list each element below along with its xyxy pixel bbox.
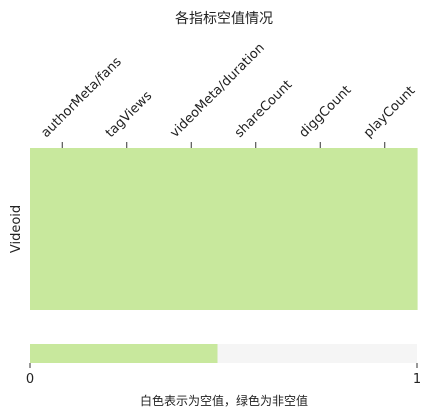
column-label: tagViews <box>103 88 155 140</box>
heatmap-cell <box>288 148 354 310</box>
heatmap-cell <box>30 148 96 310</box>
column-ticks <box>61 142 386 148</box>
colorbar-caption: 白色表示为空值，绿色为非空值 <box>140 393 308 408</box>
column-label: shareCount <box>232 77 295 140</box>
column-label: diggCount <box>296 83 354 141</box>
heatmap-cell <box>352 148 418 310</box>
row-label: Videoid <box>9 205 24 253</box>
colorbar-tick-label: 0 <box>26 372 34 387</box>
chart-title: 各指标空值情况 <box>175 11 273 27</box>
colorbar-segment-null <box>217 344 417 363</box>
heatmap-cell <box>223 148 289 310</box>
heatmap-cell <box>94 148 160 310</box>
column-label: playCount <box>361 83 418 140</box>
heatmap-cell <box>159 148 225 310</box>
colorbar-tick-label: 1 <box>413 372 421 387</box>
row-labels: Videoid <box>9 205 24 253</box>
colorbar-segment-non-null <box>30 344 218 363</box>
heatmap-cells <box>30 148 418 310</box>
